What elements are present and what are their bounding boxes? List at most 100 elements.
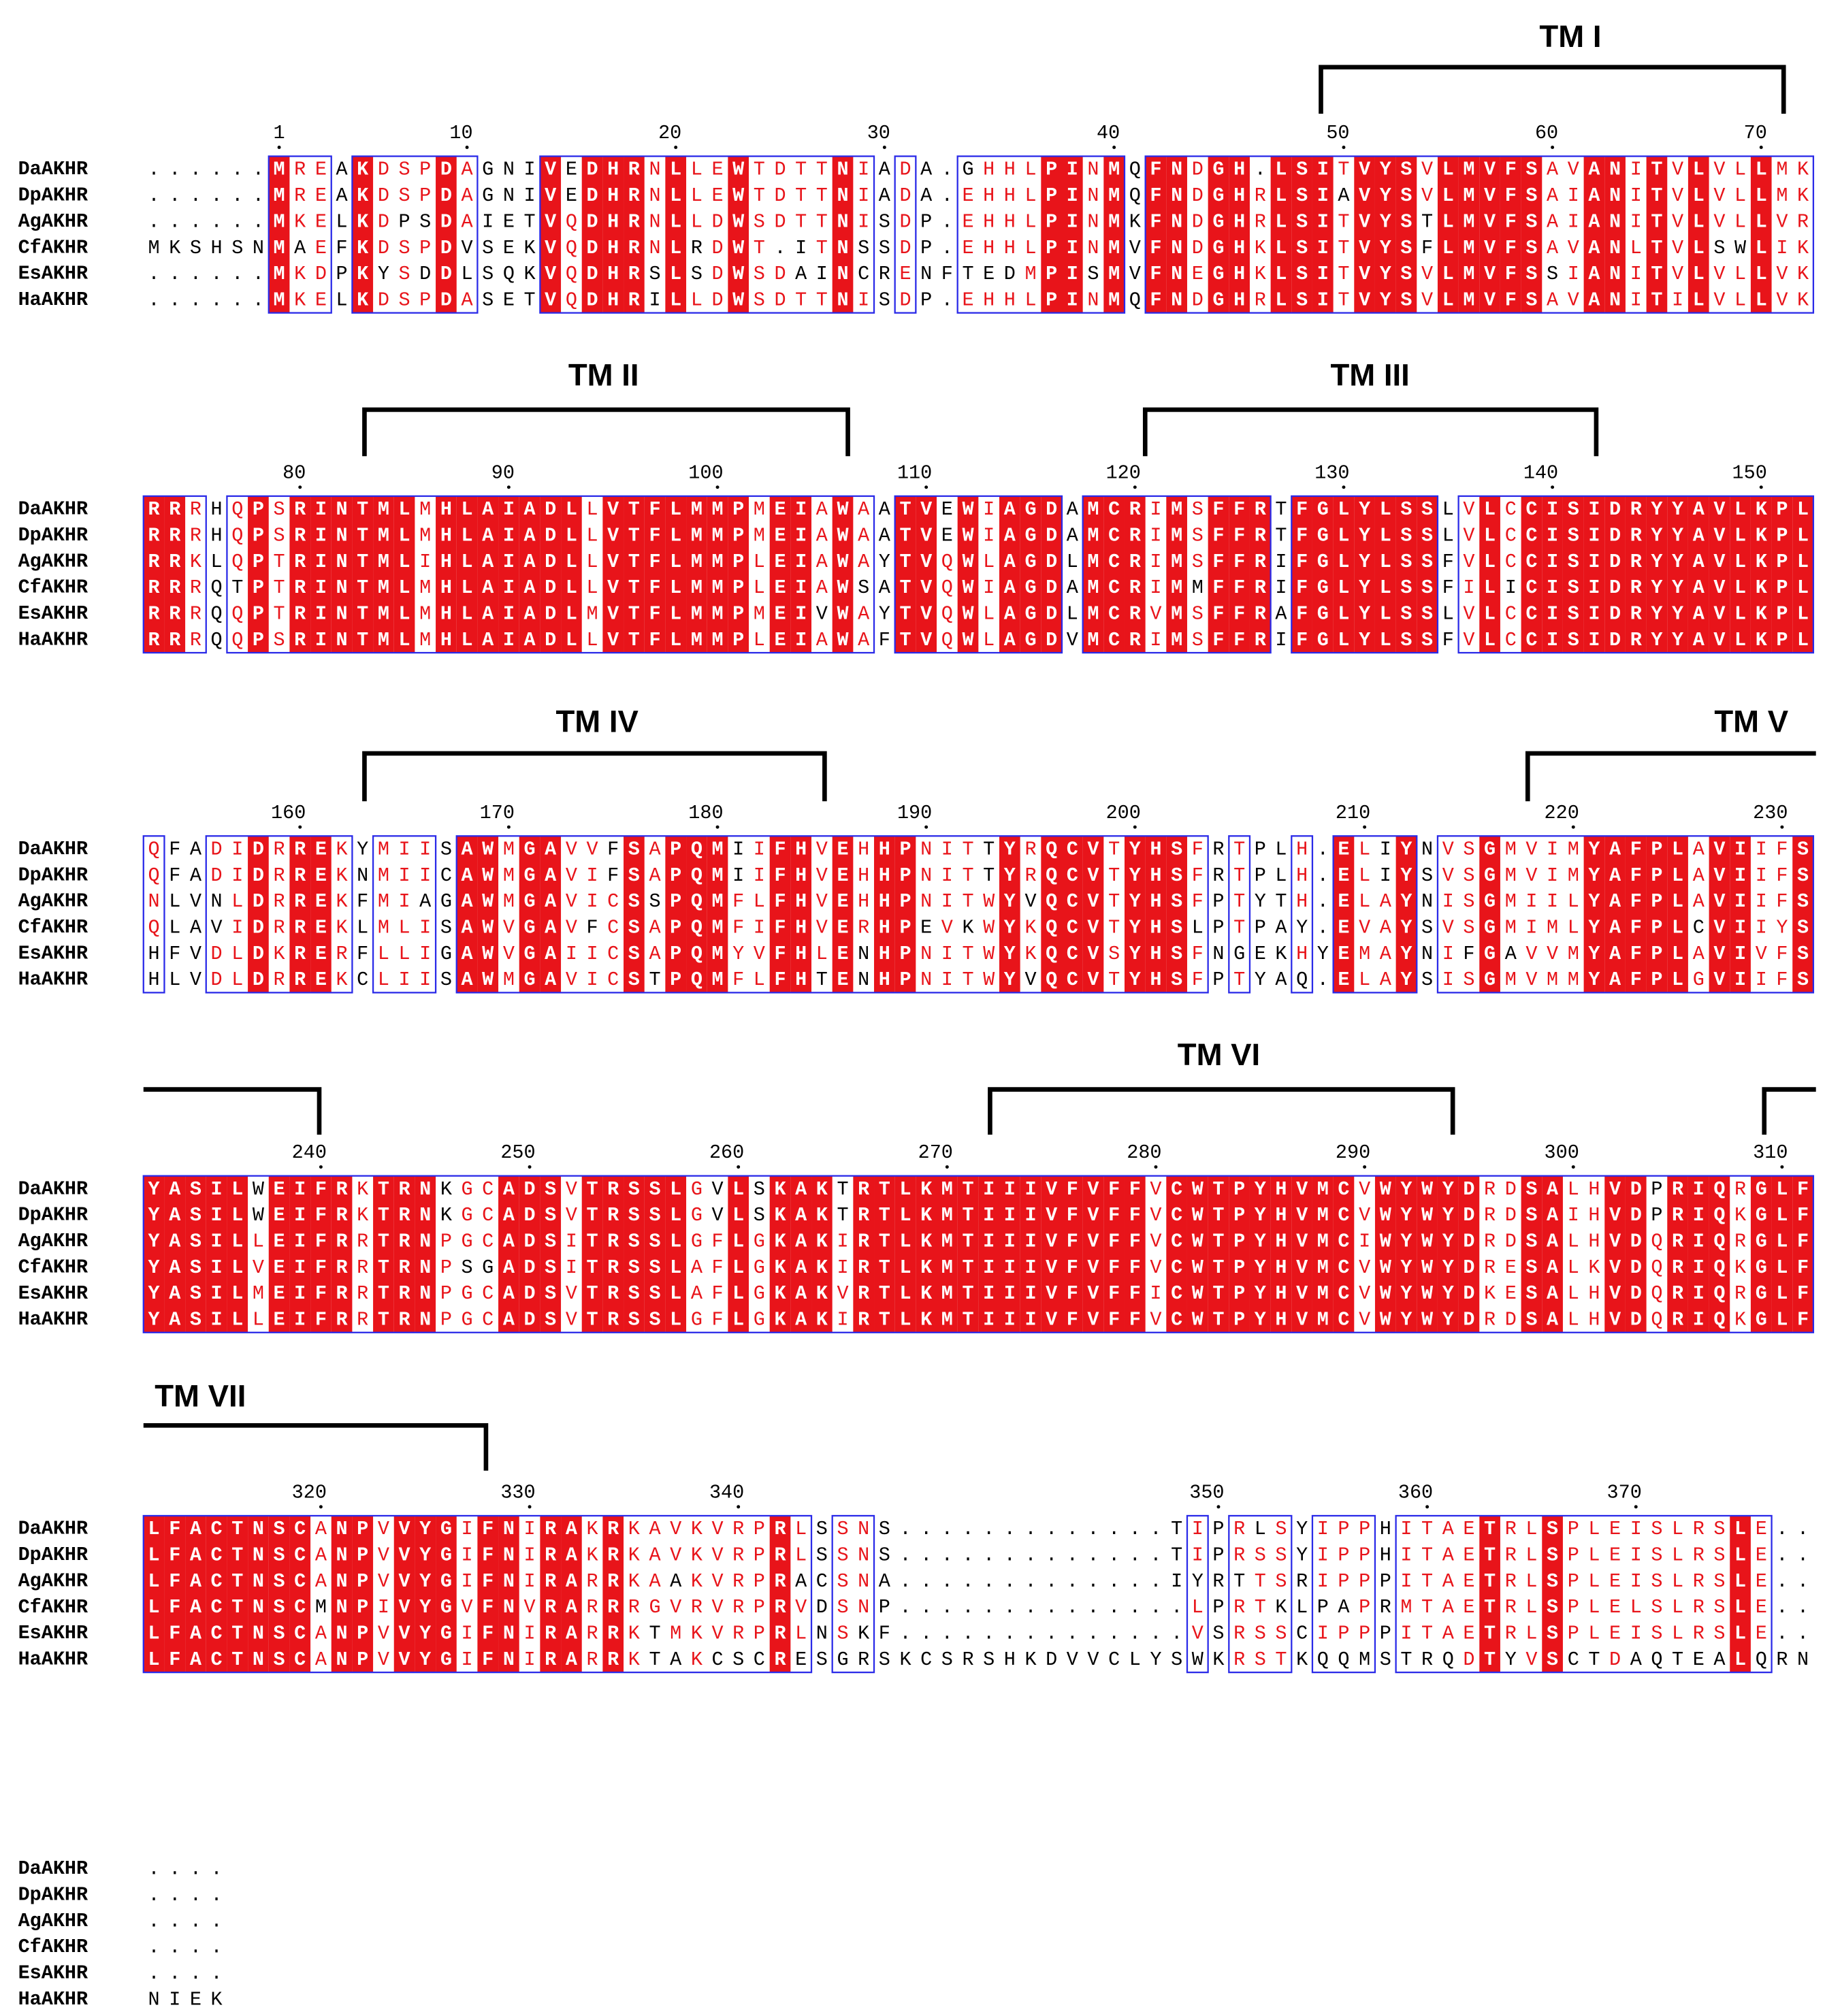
residue: I (1463, 576, 1474, 599)
residue: Y (1400, 838, 1412, 860)
residue: Y (1359, 550, 1371, 572)
residue: K (816, 1204, 828, 1226)
residue: S (190, 1177, 201, 1200)
residue: M (1171, 550, 1182, 572)
residue: S (628, 1256, 640, 1278)
residue: V (1421, 263, 1433, 285)
sequence-name: AgAKHR (18, 1230, 88, 1252)
residue: I (1442, 890, 1454, 913)
residue: T (1255, 1570, 1266, 1592)
residue: P (1380, 1570, 1391, 1592)
residue: S (440, 969, 452, 991)
residue: P (1359, 1570, 1370, 1592)
identity-box (310, 836, 332, 993)
residue: F (315, 1282, 327, 1305)
identity-box (832, 156, 854, 313)
residue: D (774, 289, 786, 311)
residue: L (670, 210, 681, 233)
residue: V (1087, 969, 1099, 991)
residue: Y (1672, 576, 1684, 599)
residue: W (482, 916, 494, 939)
residue: S (1255, 1648, 1266, 1670)
residue: S (1797, 942, 1809, 964)
residue: L (1756, 158, 1767, 180)
residue: A (816, 498, 828, 521)
residue: . (1150, 1518, 1161, 1540)
residue: . (1129, 1518, 1141, 1540)
similarity-frame (1082, 495, 1272, 654)
identity-box (1291, 156, 1312, 313)
residue: S (1108, 942, 1120, 964)
identity-box (561, 1516, 582, 1673)
position-dot (1634, 1505, 1638, 1509)
identity-box (999, 495, 1020, 653)
residue: A (816, 550, 828, 572)
residue: T (1672, 1648, 1683, 1670)
residue: L (670, 1256, 681, 1278)
residue: Y (879, 602, 890, 625)
residue: R (399, 1230, 411, 1252)
similarity-frame (1457, 495, 1815, 654)
residue: V (253, 1256, 264, 1278)
residue: L (691, 158, 702, 180)
residue: L (462, 576, 473, 599)
sequence-name: HaAKHR (18, 628, 88, 651)
residue: C (711, 1648, 723, 1670)
residue: S (649, 263, 660, 285)
residue: Y (419, 1570, 432, 1592)
residue: A (523, 550, 536, 572)
residue: T (816, 158, 828, 180)
residue: W (732, 236, 745, 259)
residue: L (231, 1256, 243, 1278)
identity-box (248, 836, 269, 993)
residue: W (482, 969, 494, 991)
residue: S (1400, 550, 1412, 572)
residue: F (774, 838, 786, 860)
residue: F (1233, 576, 1245, 599)
residue: P (670, 969, 681, 991)
residue: V (1672, 263, 1683, 285)
residue: N (336, 498, 348, 521)
residue: I (1547, 524, 1558, 547)
residue: I (419, 550, 431, 572)
residue: F (774, 864, 786, 886)
residue: A (462, 864, 474, 886)
residue: A (649, 1518, 661, 1540)
residue: M (711, 628, 723, 651)
residue: L (1192, 1596, 1204, 1619)
residue: M (1171, 628, 1182, 651)
residue: A (1067, 576, 1079, 599)
residue: F (169, 1648, 180, 1670)
residue: C (1693, 916, 1705, 939)
residue: S (1463, 838, 1474, 860)
residue: C (482, 1230, 494, 1252)
residue: F (774, 969, 786, 991)
residue: I (586, 890, 598, 913)
residue: S (1275, 1622, 1287, 1644)
residue: N (253, 1648, 264, 1670)
residue: F (1296, 576, 1308, 599)
residue: I (1734, 942, 1746, 964)
residue: F (482, 1544, 494, 1566)
residue: Q (1296, 969, 1308, 991)
residue: Y (1672, 550, 1684, 572)
identity-box (1709, 495, 1730, 653)
residue: I (837, 1256, 848, 1278)
residue: C (211, 1544, 223, 1566)
residue: L (462, 498, 473, 521)
residue: E (315, 942, 327, 964)
residue: S (1651, 1570, 1662, 1592)
residue: F (1233, 524, 1245, 547)
residue: S (1421, 524, 1433, 547)
residue: D (440, 263, 452, 285)
residue: N (253, 1518, 264, 1540)
residue: D (1630, 1204, 1642, 1226)
residue: . (941, 158, 953, 180)
residue: F (1129, 1282, 1141, 1305)
residue: L (1275, 289, 1287, 311)
residue: I (1024, 1308, 1036, 1331)
residue: P (1568, 1622, 1579, 1644)
residue: . (1108, 1518, 1120, 1540)
